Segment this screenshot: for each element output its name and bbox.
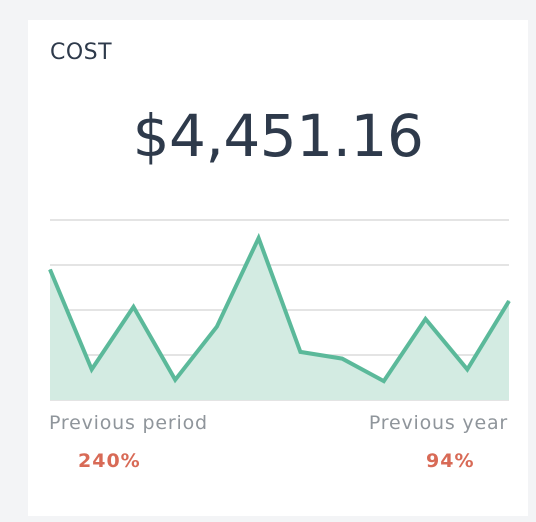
data-point-3 <box>132 306 134 308</box>
chart-series <box>48 232 511 400</box>
cost-card: COST $4,451.16 Previous period Previous … <box>28 20 528 516</box>
cost-value: $4,451.16 <box>132 102 424 170</box>
data-point-2 <box>91 368 93 370</box>
previous-year-value: 94% <box>426 450 475 472</box>
series-area <box>50 238 509 400</box>
data-point-10 <box>425 318 427 320</box>
previous-year-label: Previous year <box>368 412 508 434</box>
data-point-12 <box>508 300 510 302</box>
data-point-4 <box>174 379 176 381</box>
series-line <box>48 232 511 384</box>
data-point-9 <box>383 380 385 382</box>
data-point-6 <box>258 237 260 239</box>
data-point-8 <box>341 358 343 360</box>
previous-period-label: Previous period <box>49 412 208 434</box>
data-point-11 <box>466 368 468 370</box>
data-point-1 <box>49 269 51 270</box>
previous-period-value: 240% <box>78 450 141 472</box>
cost-sparkline-chart <box>48 219 511 401</box>
data-point-7 <box>299 351 301 353</box>
chart-points <box>49 237 510 382</box>
card-title: COST <box>50 40 113 65</box>
data-point-5 <box>216 326 218 328</box>
